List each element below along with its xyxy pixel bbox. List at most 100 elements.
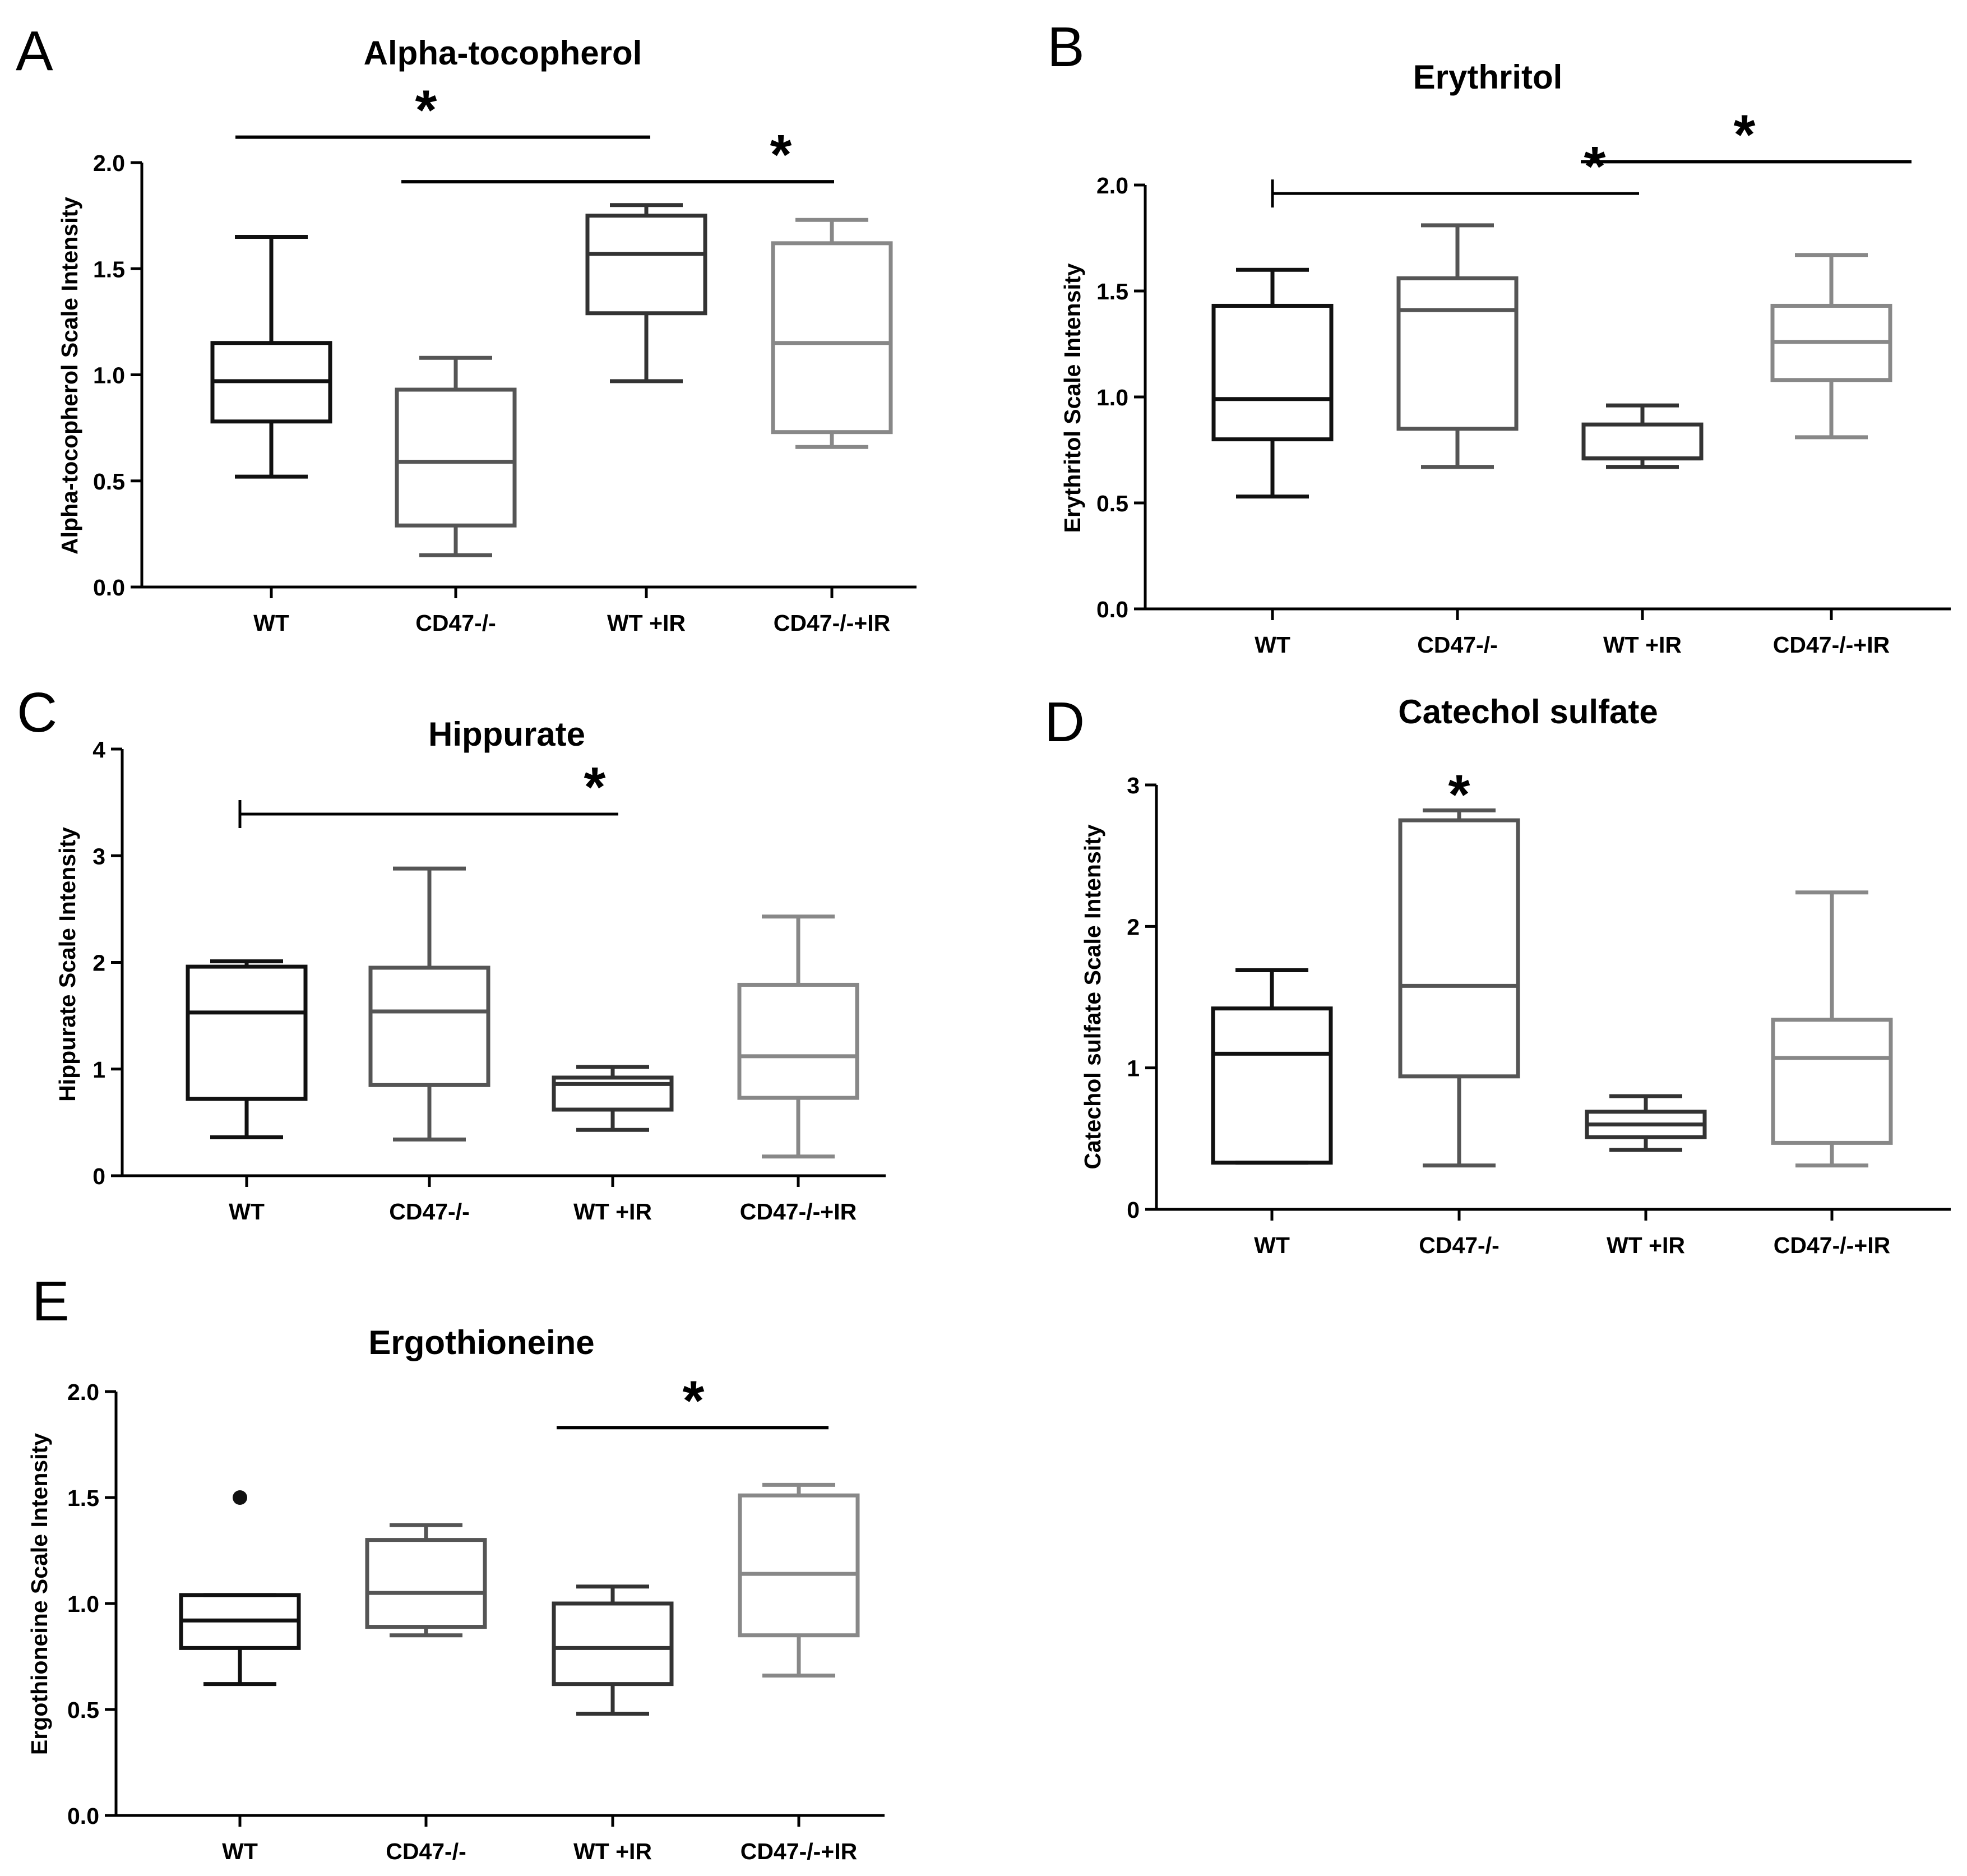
iqr-box	[585, 214, 707, 316]
iqr-box	[1771, 1018, 1893, 1145]
x-tick-label: CD47-/-	[389, 1199, 470, 1225]
significance-star: *	[584, 756, 606, 819]
significance-star: *	[770, 123, 792, 186]
y-tick-label: 0.5	[67, 1697, 99, 1723]
chart-title: Alpha-tocopherol	[364, 34, 642, 72]
box-3	[552, 1584, 674, 1716]
x-tick-label: WT	[1255, 632, 1290, 658]
plot-area: 0 1 2 3 WT CD47-/- WT +IR CD47-/-+IR *	[1127, 764, 1951, 1258]
x-tick-label: CD47-/-+IR	[1774, 1232, 1890, 1258]
x-tick-label: CD47-/-	[1417, 632, 1498, 658]
y-tick-label: 2	[1127, 914, 1140, 940]
y-tick-label: 3	[1127, 773, 1140, 798]
x-tick-label: CD47-/-+IR	[740, 1838, 857, 1864]
box-3	[585, 203, 707, 383]
y-tick-label: 1.5	[93, 256, 125, 282]
panel-a: A Alpha-tocopherol Alpha-tocopherol Scal…	[16, 20, 917, 636]
iqr-box	[1581, 422, 1704, 461]
y-tick-label: 2	[92, 950, 105, 976]
significance-star: *	[683, 1369, 705, 1432]
y-tick-label: 3	[92, 843, 105, 869]
iqr-box	[1211, 1006, 1333, 1165]
x-tick-label: CD47-/-+IR	[774, 610, 890, 636]
x-tick-label: WT +IR	[607, 610, 686, 636]
x-tick-label: WT	[1254, 1232, 1290, 1258]
plot-area: 0.0 0.5 1.0 1.5 2.0 WT CD47-/- WT +IR CD47-/-+IR…	[1096, 103, 1951, 658]
panel-letter: E	[32, 1270, 70, 1333]
y-axis-label: Erythritol Scale Intensity	[1059, 263, 1085, 533]
box-2	[1398, 808, 1520, 1168]
chart-title: Erythritol	[1413, 58, 1563, 96]
y-axis-label: Catechol sulfate Scale Intensity	[1080, 824, 1105, 1169]
chart-title: Catechol sulfate	[1398, 693, 1658, 731]
y-tick-label: 1.5	[1096, 279, 1128, 304]
y-axis-label: Alpha-tocopherol Scale Intensity	[57, 197, 82, 555]
iqr-box	[1398, 818, 1520, 1079]
chart-title: Hippurate	[428, 715, 585, 753]
x-tick-label: WT	[253, 610, 289, 636]
box-4	[771, 218, 893, 449]
iqr-box	[395, 387, 517, 528]
x-tick-label: CD47-/-	[1419, 1232, 1499, 1258]
y-tick-label: 0.0	[67, 1803, 99, 1829]
iqr-box	[737, 982, 859, 1100]
y-tick-label: 0	[92, 1163, 105, 1189]
x-tick-label: WT	[229, 1199, 265, 1225]
iqr-box	[368, 965, 490, 1087]
plot-area: 0.0 0.5 1.0 1.5 2.0 WT CD47-/- WT +IR CD47-/-+IR…	[67, 1369, 885, 1864]
y-tick-label: 1	[92, 1057, 105, 1083]
box-1	[210, 234, 332, 479]
box-3	[552, 1065, 674, 1132]
box-3	[1585, 1094, 1707, 1152]
x-tick-label: CD47-/-	[415, 610, 496, 636]
panel-letter: B	[1047, 16, 1085, 78]
x-tick-label: WT +IR	[573, 1838, 652, 1864]
box-2	[395, 355, 517, 557]
box-4	[738, 1482, 860, 1678]
iqr-box	[552, 1601, 674, 1686]
iqr-box	[186, 964, 308, 1101]
panel-letter: C	[17, 681, 57, 744]
x-tick-label: CD47-/-+IR	[740, 1199, 857, 1225]
y-tick-label: 1	[1127, 1056, 1140, 1082]
y-axis-label: Hippurate Scale Intensity	[54, 827, 80, 1102]
y-tick-label: 0.0	[1096, 597, 1128, 622]
box-1	[1211, 968, 1333, 1165]
y-tick-label: 1.0	[93, 363, 125, 389]
y-tick-label: 0.5	[93, 469, 125, 495]
iqr-box	[1211, 303, 1334, 442]
box-2	[368, 866, 490, 1142]
x-tick-label: WT	[222, 1838, 258, 1864]
outlier-point	[233, 1490, 247, 1505]
iqr-box	[365, 1538, 487, 1629]
y-tick-label: 4	[92, 737, 105, 763]
panel-c: C Hippurate Hippurate Scale Intensity 0 1…	[17, 681, 886, 1225]
panel-letter: A	[16, 20, 53, 82]
box-1	[1211, 267, 1334, 499]
box-2	[1396, 223, 1519, 469]
box-1	[179, 1490, 301, 1686]
x-tick-label: CD47-/-+IR	[1773, 632, 1890, 658]
plot-area: 0.0 0.5 1.0 1.5 2.0 WT CD47-/- WT +IR CD47-/-+IR…	[93, 79, 917, 636]
y-tick-label: 1.0	[67, 1591, 99, 1617]
panel-e: E Ergothioneine Ergothioneine Scale Inte…	[26, 1270, 885, 1864]
x-tick-label: WT +IR	[1607, 1232, 1685, 1258]
iqr-box	[771, 241, 893, 435]
panel-d: D Catechol sulfate Catechol sulfate Scal…	[1044, 691, 1951, 1258]
box-4	[737, 914, 859, 1159]
iqr-box	[1396, 276, 1519, 431]
y-tick-label: 0.0	[93, 575, 125, 600]
y-tick-label: 0.5	[1096, 491, 1128, 516]
x-tick-label: WT +IR	[573, 1199, 652, 1225]
y-tick-label: 2.0	[1096, 173, 1128, 198]
iqr-box	[738, 1493, 860, 1638]
significance-star: *	[1448, 764, 1470, 826]
significance-star: *	[1584, 135, 1606, 198]
y-tick-label: 2.0	[93, 150, 125, 176]
y-tick-label: 0	[1127, 1197, 1140, 1223]
significance-star: *	[415, 79, 437, 142]
x-tick-label: CD47-/-	[386, 1838, 466, 1864]
y-tick-label: 1.0	[1096, 385, 1128, 410]
box-4	[1771, 890, 1893, 1168]
